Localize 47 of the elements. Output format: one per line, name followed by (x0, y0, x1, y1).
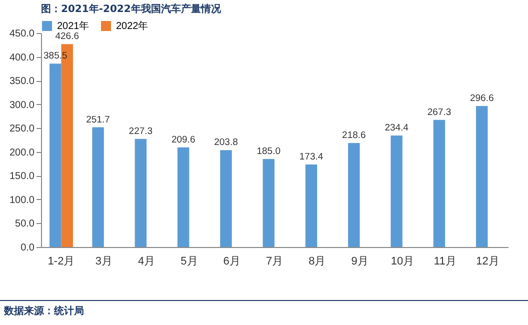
bar (220, 150, 232, 247)
data-label: 251.7 (86, 114, 110, 126)
x-tick-label: 11月 (434, 256, 456, 268)
bar (390, 136, 402, 247)
data-label: 426.6 (55, 31, 80, 42)
bar (433, 120, 446, 247)
y-tick-label: 400.0 (9, 52, 35, 64)
y-tick-label: 150.0 (9, 171, 35, 182)
y-tick-label: 300.0 (9, 100, 35, 111)
x-tick-label: 12月 (476, 256, 500, 268)
bar (50, 64, 62, 247)
source-note: 数据来源：统计局 (4, 304, 84, 318)
y-tick-label: 100.0 (9, 194, 35, 206)
data-label: 203.8 (214, 137, 238, 148)
bar (305, 164, 318, 247)
bar (92, 127, 104, 247)
legend-label: 2021年 (57, 20, 90, 32)
data-label: 173.4 (299, 152, 324, 163)
y-tick-label: 200.0 (9, 147, 35, 158)
x-tick-label: 7月 (266, 256, 284, 268)
data-label: 234.4 (384, 122, 408, 134)
legend-label: 2022年 (116, 20, 148, 32)
y-tick-label: 350.0 (9, 76, 35, 88)
x-tick-label: 3月 (95, 256, 112, 268)
bar (134, 138, 147, 247)
data-label: 267.3 (427, 106, 452, 118)
chart-title: 图：2021年-2022年我国汽车产量情况 (41, 3, 222, 15)
data-label: 218.6 (342, 130, 366, 142)
y-tick-label: 450.0 (9, 28, 35, 40)
data-label: 227.3 (128, 126, 153, 137)
bar (262, 159, 274, 247)
x-tick-label: 10月 (390, 256, 414, 268)
x-tick-label: 5月 (180, 256, 198, 268)
x-tick-label: 8月 (308, 256, 326, 268)
x-tick-label: 1-2月 (48, 256, 75, 268)
x-tick-label: 4月 (138, 256, 156, 268)
bar (177, 147, 190, 247)
data-label: 209.6 (171, 134, 196, 146)
x-tick-label: 9月 (351, 256, 368, 268)
data-label: 185.0 (256, 146, 281, 158)
bar (476, 106, 488, 247)
data-label: 296.6 (470, 92, 494, 104)
y-tick-label: 250.0 (9, 124, 35, 135)
y-tick-label: 50.0 (15, 218, 35, 230)
y-tick-label: 0.0 (20, 242, 35, 254)
x-tick-label: 6月 (223, 256, 240, 268)
bar (348, 143, 360, 247)
